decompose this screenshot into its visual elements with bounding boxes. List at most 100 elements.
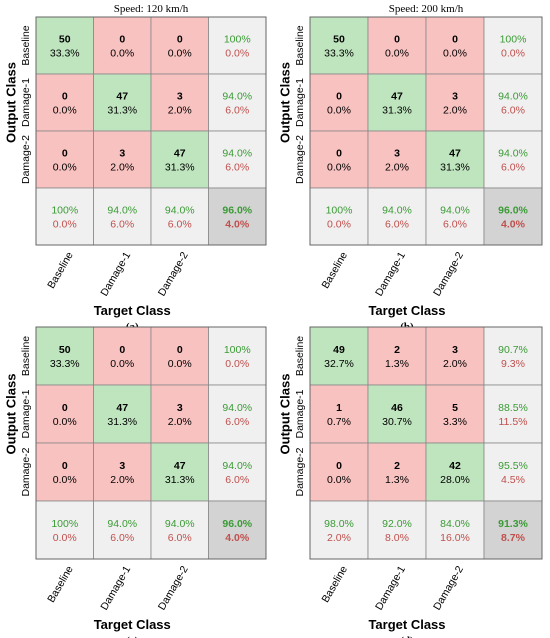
overall-cell [483,187,543,246]
matrix-cell [93,326,152,386]
col-summary-cell [35,500,94,560]
cell-percent: 0.0% [53,474,77,486]
col-summary-cell [93,187,152,246]
cell-count: 47 [116,402,128,414]
col-recall: 94.0% [382,205,412,217]
matrix-cell [150,326,209,386]
matrix-cell [367,73,427,132]
col-summary-cell [150,500,209,560]
panel-title: Speed: 200 km/h [389,3,464,15]
cell-count: 0 [62,148,68,160]
matrix-cell [150,130,209,189]
confusion-matrix-panel-c: 50 33.3% 0 0.0% 0 0.0% 0 0.0% 47 31.3% 3 2.0% 0 0.0% 3… [3,326,267,638]
panel-label: (c) [126,635,139,638]
overall-cell [483,500,543,560]
overall-error: 8.7% [501,532,526,544]
cell-count: 0 [336,148,342,160]
cell-percent: 33.3% [324,48,354,60]
overall-accuracy: 91.3% [498,518,528,530]
matrix-cell [309,326,369,386]
x-axis-title: Target Class [368,617,445,632]
x-axis-title: Target Class [94,617,171,632]
col-summary-cell [93,500,152,560]
cell-count: 50 [59,34,71,46]
col-summary-cell [309,500,369,560]
matrix-border [35,326,267,560]
col-tick-label: Damage-1 [98,564,133,613]
cell-percent: 0.0% [327,162,351,174]
cell-percent: 0.0% [53,416,77,428]
matrix-cell [35,73,94,132]
col-error: 2.0% [327,532,351,544]
cell-percent: 0.0% [168,358,192,370]
cell-count: 3 [119,460,125,472]
cell-count: 3 [452,344,458,356]
row-precision: 94.0% [498,148,528,160]
overall-error: 4.0% [501,219,526,231]
col-error: 6.0% [443,219,467,231]
row-error: 6.0% [501,105,525,117]
row-error: 9.3% [501,358,525,370]
col-recall: 92.0% [382,518,412,530]
matrix-cell [93,16,152,75]
cell-count: 1 [336,402,342,414]
row-tick-label: Baseline [20,25,32,65]
row-precision: 94.0% [222,402,252,414]
row-tick-label: Damage-1 [294,78,306,127]
matrix-border [309,16,543,246]
row-error: 6.0% [225,162,249,174]
col-tick-label: Damage-2 [156,250,191,299]
col-tick-label: Damage-1 [373,564,408,613]
row-error: 4.5% [501,474,525,486]
cell-count: 50 [333,34,345,46]
col-error: 8.0% [385,532,409,544]
cell-count: 47 [391,91,403,103]
cell-percent: 1.3% [385,474,409,486]
cell-count: 0 [336,91,342,103]
cell-percent: 0.7% [327,416,351,428]
cell-count: 47 [449,148,461,160]
y-axis-title: Output Class [3,62,18,143]
row-precision: 100% [224,344,251,356]
matrix-cell [93,73,152,132]
cell-percent: 0.0% [53,105,77,117]
row-precision: 95.5% [498,460,528,472]
y-axis-title: Output Class [3,374,18,455]
cell-percent: 0.0% [443,48,467,60]
row-precision: 100% [500,34,527,46]
cell-percent: 3.3% [443,416,467,428]
matrix-cell [425,384,485,444]
col-recall: 94.0% [107,205,137,217]
cell-count: 49 [333,344,345,356]
col-recall: 94.0% [165,205,195,217]
row-tick-label: Damage-2 [294,447,306,496]
matrix-cell [367,326,427,386]
col-tick-label: Baseline [319,564,350,605]
col-tick-label: Baseline [319,250,350,291]
matrix-cell [425,130,485,189]
row-summary-cell [483,73,543,132]
row-tick-label: Damage-1 [294,389,306,438]
row-error: 11.5% [499,416,528,428]
cell-count: 0 [62,91,68,103]
matrix-cell [425,73,485,132]
overall-accuracy: 96.0% [498,205,528,217]
row-precision: 88.5% [498,402,528,414]
row-error: 6.0% [225,105,249,117]
cell-percent: 31.3% [440,162,470,174]
row-summary-cell [208,442,267,502]
col-tick-label: Baseline [45,564,76,605]
overall-cell [208,500,267,560]
row-summary-cell [208,384,267,444]
row-precision: 94.0% [222,91,252,103]
cell-count: 2 [394,344,400,356]
confusion-matrix-panel-d: 49 32.7% 2 1.3% 3 2.0% 1 0.7% 46 30.7% 5 3.3% 0 0.0% 2… [277,326,543,638]
col-recall: 94.0% [440,205,470,217]
cell-percent: 31.3% [107,105,137,117]
row-tick-label: Damage-2 [20,135,32,184]
cell-percent: 33.3% [50,358,80,370]
cell-percent: 2.0% [385,162,409,174]
cell-count: 47 [116,91,128,103]
cell-percent: 2.0% [443,105,467,117]
cell-count: 5 [452,402,458,414]
